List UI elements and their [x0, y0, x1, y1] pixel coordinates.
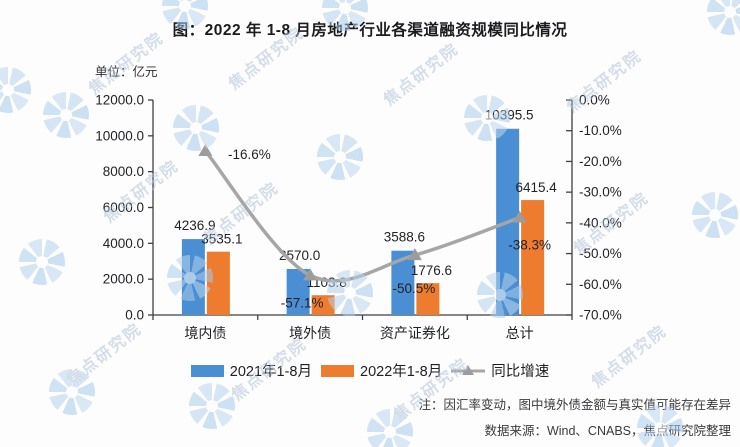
legend-item-2021: 2021年1-8月	[190, 360, 312, 381]
x-axis-category-label: 境内债	[184, 325, 226, 341]
right-axis-tick-label: -20.0%	[579, 154, 622, 169]
footnote: 注：因汇率变动，图中境外债金额与真实值可能存在差异	[418, 398, 731, 412]
chart-legend: 2021年1-8月 2022年1-8月 同比增速	[0, 360, 740, 381]
growth-marker-triangle-icon	[303, 268, 318, 281]
growth-marker-triangle-icon	[198, 143, 213, 156]
legend-label-2021: 2021年1-8月	[229, 364, 312, 380]
x-axis-category-label: 境外债	[289, 325, 331, 341]
right-axis-tick-label: -60.0%	[579, 277, 622, 292]
bar-2022	[521, 200, 545, 315]
growth-value-label: -50.5%	[392, 281, 435, 296]
left-axis-tick-label: 6000.0	[103, 200, 144, 215]
bar-value-label: 10395.5	[485, 108, 534, 123]
legend-item-2022: 2022年1-8月	[321, 360, 442, 381]
left-axis-tick-label: 4000.0	[103, 236, 144, 251]
growth-line	[204, 149, 521, 283]
left-axis-tick-label: 10000.0	[95, 128, 144, 143]
legend-item-growth: 同比增速	[451, 360, 549, 381]
growth-marker-triangle-icon	[512, 210, 527, 223]
right-axis-tick-label: -10.0%	[579, 123, 622, 138]
bar-value-label: 3535.1	[201, 232, 242, 247]
right-axis-tick-label: -30.0%	[579, 185, 622, 200]
bar-value-label: 6415.4	[515, 180, 557, 195]
bar-2022	[206, 251, 230, 315]
bar-2022	[416, 283, 440, 315]
growth-value-label: -16.6%	[228, 147, 271, 162]
bar-value-label: 3588.6	[384, 230, 425, 245]
right-axis-tick-label: -50.0%	[579, 246, 622, 261]
right-axis-tick-label: 0.0%	[579, 93, 610, 108]
x-axis-category-label: 资产证券化	[380, 325, 450, 341]
legend-swatch-2022	[321, 364, 354, 377]
legend-swatch-2021	[190, 364, 224, 377]
left-axis-tick-label: 0.0	[125, 308, 144, 323]
x-axis-category-label: 总计	[506, 325, 534, 341]
left-axis-tick-label: 12000.0	[95, 93, 144, 108]
right-axis-tick-label: -40.0%	[579, 215, 622, 230]
growth-value-label: -38.3%	[508, 238, 551, 253]
bar-2021	[391, 250, 415, 315]
legend-label-growth: 同比增速	[491, 364, 550, 380]
right-axis-tick-label: -70.0%	[579, 308, 622, 323]
data-source: 数据来源：Wind、CNABS，焦点研究院整理	[484, 424, 731, 438]
chart-title: 图：2022 年 1-8 月房地产行业各渠道融资规模同比情况	[172, 22, 568, 39]
bar-value-label: 1776.6	[411, 263, 452, 278]
bar-value-label: 4236.9	[174, 218, 215, 233]
left-axis-tick-label: 8000.0	[103, 164, 144, 179]
legend-line-marker-icon	[451, 364, 486, 375]
legend-label-2022: 2022年1-8月	[360, 364, 443, 380]
left-axis-tick-label: 2000.0	[103, 272, 144, 287]
bar-2021	[286, 268, 310, 315]
unit-label: 单位：亿元	[95, 65, 158, 79]
bar-2021	[181, 239, 205, 315]
growth-marker-triangle-icon	[407, 248, 422, 261]
growth-value-label: -57.1%	[281, 295, 324, 310]
